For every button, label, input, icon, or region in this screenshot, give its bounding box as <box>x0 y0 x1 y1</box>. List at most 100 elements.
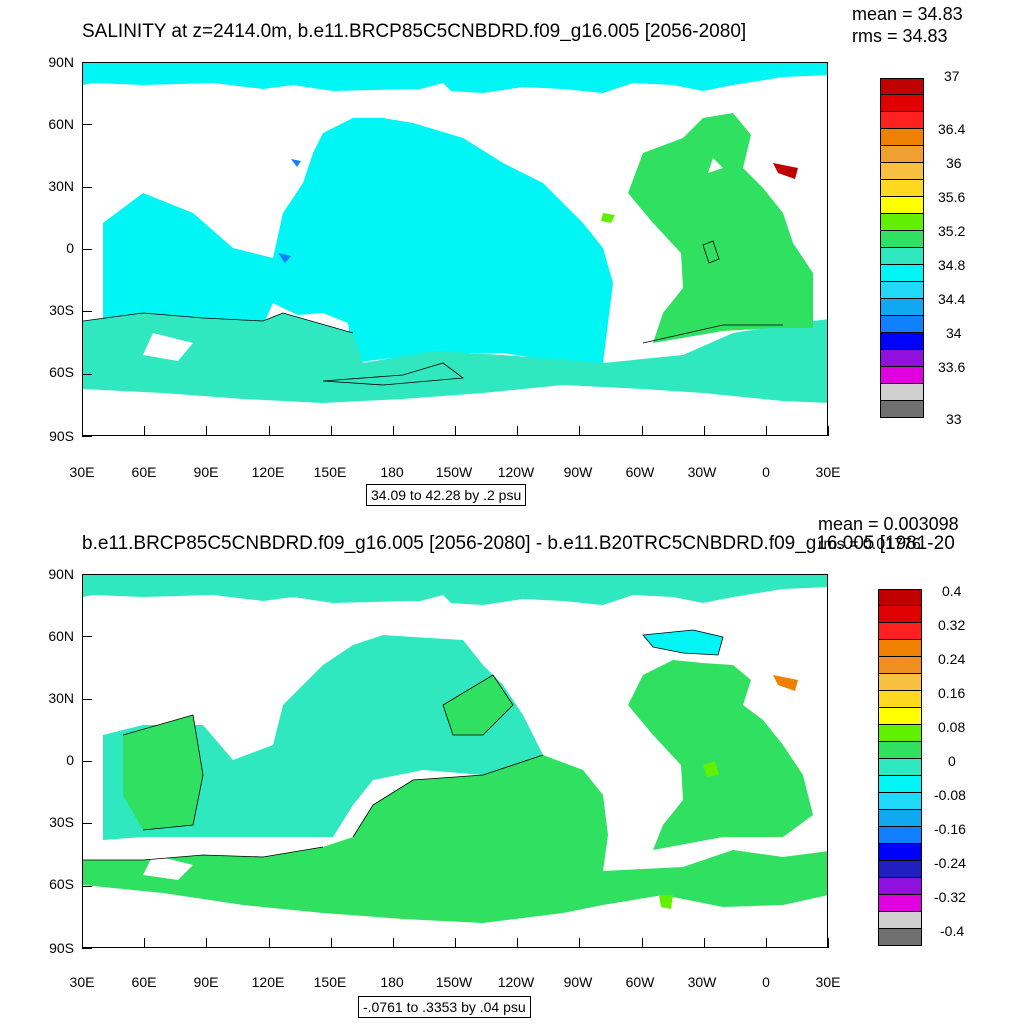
colorbar-swatch <box>880 163 924 180</box>
axis-tick <box>144 426 146 436</box>
panel-title: SALINITY at z=2414.0m, b.e11.BRCP85C5CNB… <box>82 21 747 42</box>
southern-ocean <box>83 313 827 403</box>
lat-label: 90N <box>48 54 74 70</box>
lon-label: 30W <box>687 464 717 480</box>
axis-tick <box>82 124 92 126</box>
atlantic-ocean <box>628 660 813 850</box>
lon-label: 180 <box>380 464 404 480</box>
axis-tick <box>82 436 92 437</box>
axis-tick <box>330 938 332 948</box>
lat-label: 60S <box>49 876 74 892</box>
colorbar-swatch <box>878 742 922 759</box>
colorbar-label: 0.32 <box>938 617 966 633</box>
lon-label: 90W <box>563 974 593 990</box>
colorbar-label: 36 <box>946 155 962 171</box>
colorbar-label: -0.24 <box>934 855 966 871</box>
lon-label: 30W <box>687 974 717 990</box>
colorbar-swatch <box>878 776 922 793</box>
pacific-ocean <box>103 635 543 840</box>
lon-label: 90E <box>193 464 219 480</box>
colorbar-swatch <box>880 316 924 333</box>
colorbar-label: 33 <box>946 411 962 427</box>
lon-label: 30E <box>69 974 95 990</box>
difference-panel: b.e11.BRCP85C5CNBDRD.f09_g16.005 [2056-2… <box>0 512 1024 1024</box>
axis-tick <box>703 938 705 948</box>
lon-label: 0 <box>762 974 770 990</box>
axis-tick <box>82 62 92 63</box>
colorbar-swatch <box>878 844 922 861</box>
axis-tick <box>82 249 92 250</box>
axis-tick <box>82 186 92 188</box>
colorbar-label: 37 <box>944 68 960 84</box>
colorbar <box>880 78 924 418</box>
lon-label: 150E <box>313 974 347 990</box>
colorbar-swatch <box>878 810 922 827</box>
colorbar-label: 35.2 <box>938 223 966 239</box>
colorbar-label: 34 <box>946 325 962 341</box>
axis-tick <box>765 426 767 436</box>
lat-label: 30S <box>49 302 74 318</box>
lon-label: 30E <box>815 974 841 990</box>
colorbar-swatch <box>880 180 924 197</box>
colorbar-swatch <box>880 265 924 282</box>
lat-label: 90S <box>49 940 74 956</box>
axis-tick <box>82 574 92 575</box>
lat-label: 0 <box>66 752 74 768</box>
range-label: -.0761 to .3353 by .04 psu <box>358 996 531 1018</box>
lat-label: 90S <box>49 428 74 444</box>
colorbar-swatch <box>878 793 922 810</box>
axis-tick <box>268 938 270 948</box>
lat-label: 0 <box>66 240 74 256</box>
axis-tick <box>517 426 519 436</box>
lon-label: 90W <box>563 464 593 480</box>
colorbar-swatch <box>880 95 924 112</box>
map-svg <box>83 63 827 403</box>
panel-title: b.e11.BRCP85C5CNBDRD.f09_g16.005 [2056-2… <box>82 533 955 554</box>
lat-label: 30N <box>48 178 74 194</box>
southern-ocean <box>83 755 827 923</box>
lon-label: 120E <box>251 974 285 990</box>
lon-label: 60E <box>131 974 157 990</box>
axis-tick <box>641 426 643 436</box>
axis-tick <box>82 698 92 700</box>
colorbar-label: 0.4 <box>942 583 962 599</box>
colorbar-swatch <box>878 640 922 657</box>
colorbar-swatch <box>878 725 922 742</box>
colorbar-swatch <box>880 384 924 401</box>
axis-tick <box>82 761 92 762</box>
lon-label: 120E <box>251 464 285 480</box>
map-plot <box>82 62 828 436</box>
axis-tick <box>206 938 208 948</box>
axis-tick <box>392 426 394 436</box>
axis-tick <box>828 426 829 436</box>
colorbar-swatch <box>880 333 924 350</box>
colorbar-swatch <box>878 827 922 844</box>
colorbar-swatch <box>880 299 924 316</box>
lon-label: 150W <box>435 974 473 990</box>
colorbar-label: 34.8 <box>938 257 966 273</box>
lon-label: 120W <box>497 974 535 990</box>
lon-label: 60W <box>625 974 655 990</box>
colorbar-swatch <box>880 129 924 146</box>
colorbar-label: 34.4 <box>938 291 966 307</box>
axis-tick <box>641 938 643 948</box>
colorbar-swatch <box>880 350 924 367</box>
axis-tick <box>392 938 394 948</box>
colorbar-swatch <box>878 912 922 929</box>
colorbar-swatch <box>880 146 924 163</box>
colorbar-label: 35.6 <box>938 189 966 205</box>
axis-tick <box>82 426 83 436</box>
axis-tick <box>765 938 767 948</box>
axis-tick <box>268 426 270 436</box>
arctic-ocean <box>83 575 827 605</box>
colorbar-swatch <box>878 861 922 878</box>
colorbar-swatch <box>878 623 922 640</box>
axis-tick <box>579 426 581 436</box>
lon-label: 30E <box>815 464 841 480</box>
stats-mean: mean = 34.83 <box>852 4 963 24</box>
colorbar-swatch <box>878 759 922 776</box>
lon-label: 0 <box>762 464 770 480</box>
lon-label: 60W <box>625 464 655 480</box>
colorbar-label: -0.4 <box>940 923 965 939</box>
lon-label: 150W <box>435 464 473 480</box>
